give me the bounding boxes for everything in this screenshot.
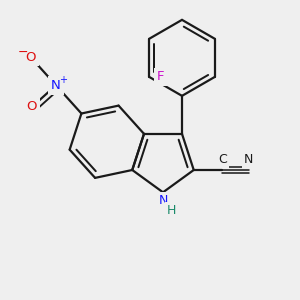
Text: O: O — [27, 100, 37, 113]
Text: F: F — [157, 70, 165, 83]
Text: C: C — [218, 153, 226, 166]
Text: −: − — [17, 46, 28, 59]
Text: +: + — [59, 75, 67, 85]
Text: O: O — [25, 50, 36, 64]
Text: H: H — [167, 204, 176, 217]
Text: N: N — [158, 194, 168, 207]
Text: N: N — [244, 153, 254, 166]
Text: N: N — [51, 79, 61, 92]
